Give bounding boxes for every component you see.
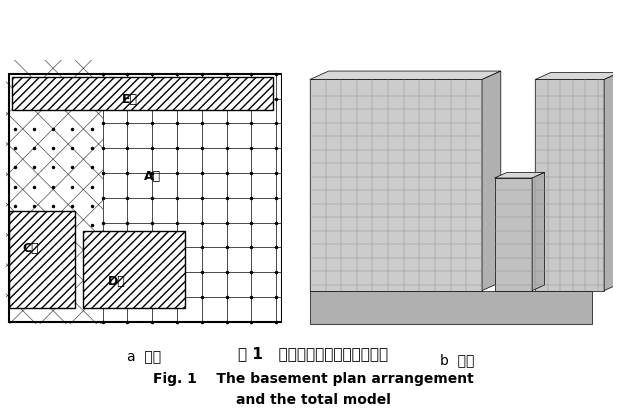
Polygon shape xyxy=(83,231,185,308)
Bar xyxy=(122,77,274,110)
Text: a  平面: a 平面 xyxy=(127,349,161,363)
Polygon shape xyxy=(103,47,295,336)
Text: A点: A点 xyxy=(144,170,161,183)
Bar xyxy=(495,178,532,291)
Polygon shape xyxy=(310,72,501,80)
Polygon shape xyxy=(532,173,545,291)
Text: b  模型: b 模型 xyxy=(440,353,474,367)
Text: E栋: E栋 xyxy=(122,93,138,106)
Polygon shape xyxy=(604,73,620,291)
Text: 图 1   地下室平面布置及整体模型: 图 1 地下室平面布置及整体模型 xyxy=(238,346,388,361)
Bar xyxy=(310,80,482,291)
Polygon shape xyxy=(482,72,501,291)
Text: D栋: D栋 xyxy=(108,274,125,287)
Text: and the total model: and the total model xyxy=(235,392,391,406)
Polygon shape xyxy=(9,212,75,308)
Polygon shape xyxy=(495,173,545,178)
Bar xyxy=(535,80,604,291)
Bar xyxy=(12,77,274,110)
Bar xyxy=(310,291,592,325)
Text: C栋: C栋 xyxy=(23,241,39,254)
Bar xyxy=(12,77,122,110)
Polygon shape xyxy=(6,325,295,336)
Text: Fig. 1    The basement plan arrangement: Fig. 1 The basement plan arrangement xyxy=(153,371,473,385)
Polygon shape xyxy=(535,73,620,80)
